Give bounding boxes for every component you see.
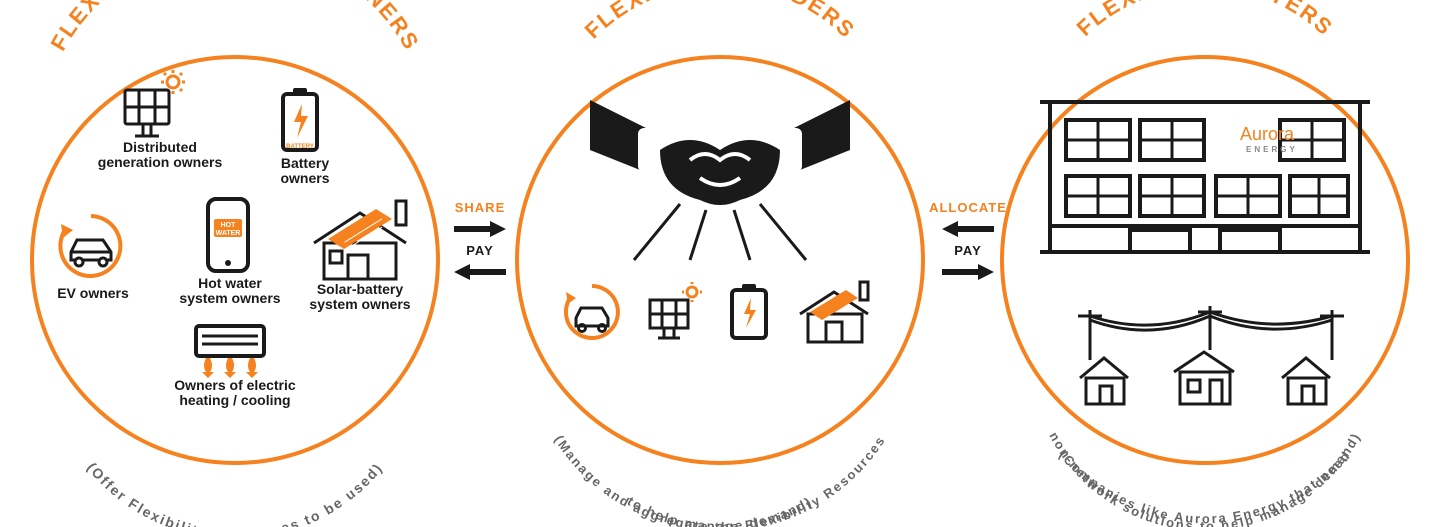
svg-text:HOT: HOT (221, 222, 237, 229)
traders-mini-battery-icon (726, 284, 772, 342)
handshake-icon (590, 100, 850, 270)
traders-mini-house-icon (790, 278, 880, 348)
distributed-generation-label: Distributed generation owners (90, 140, 230, 171)
arrow-left-icon-2 (938, 260, 998, 284)
svg-text:WATER: WATER (216, 230, 241, 237)
solar-house-icon (300, 195, 420, 285)
arrow-right-icon-2 (938, 217, 998, 241)
svg-text:FLEXIBILITY RESOURCE OWNERS: FLEXIBILITY RESOURCE OWNERS (45, 0, 424, 55)
svg-text:Aurora: Aurora (1240, 124, 1295, 144)
pay-label-left: PAY (445, 243, 515, 258)
between-traders-buyers: ALLOCATE PAY (928, 200, 1008, 286)
svg-text:FLEXIBILITY BUYERS: FLEXIBILITY BUYERS (1072, 0, 1339, 41)
share-label: SHARE (445, 200, 515, 215)
diagram-stage: FLEXIBILITY RESOURCE OWNERS (Offer Flexi… (0, 0, 1440, 524)
aurora-building-icon: Aurora ENERGY (1040, 90, 1370, 270)
svg-text:(Offer Flexibility Resources t: (Offer Flexibility Resources to be used) (84, 459, 386, 527)
ev-car-icon (55, 210, 127, 282)
solar-battery-label: Solar-battery system owners (300, 282, 420, 313)
svg-text:to help manage demand): to help manage demand) (625, 493, 815, 527)
between-owners-traders: SHARE PAY (445, 200, 515, 286)
battery-owners-label: Battery owners (260, 156, 350, 187)
battery-icon: BATTERY (275, 88, 325, 154)
svg-text:BATTERY: BATTERY (286, 144, 314, 150)
allocate-label: ALLOCATE (928, 200, 1008, 215)
traders-mini-solar-icon (642, 282, 708, 344)
hot-water-phone-icon: HOT WATER (200, 195, 256, 275)
traders-mini-ev-icon (560, 280, 624, 344)
arrow-left-icon (450, 260, 510, 284)
heating-cooling-label: Owners of electric heating / cooling (145, 378, 325, 409)
ev-owners-label: EV owners (48, 286, 138, 301)
neighbourhood-icon (1070, 300, 1350, 410)
solar-panel-sun-icon (115, 70, 195, 140)
svg-text:FLEXIBILITY TRADERS: FLEXIBILITY TRADERS (580, 0, 861, 43)
hot-water-label: Hot water system owners (170, 276, 290, 307)
pay-label-right: PAY (928, 243, 1008, 258)
heating-cooling-icon (180, 320, 280, 380)
arrow-right-icon (450, 217, 510, 241)
svg-text:ENERGY: ENERGY (1246, 145, 1298, 154)
